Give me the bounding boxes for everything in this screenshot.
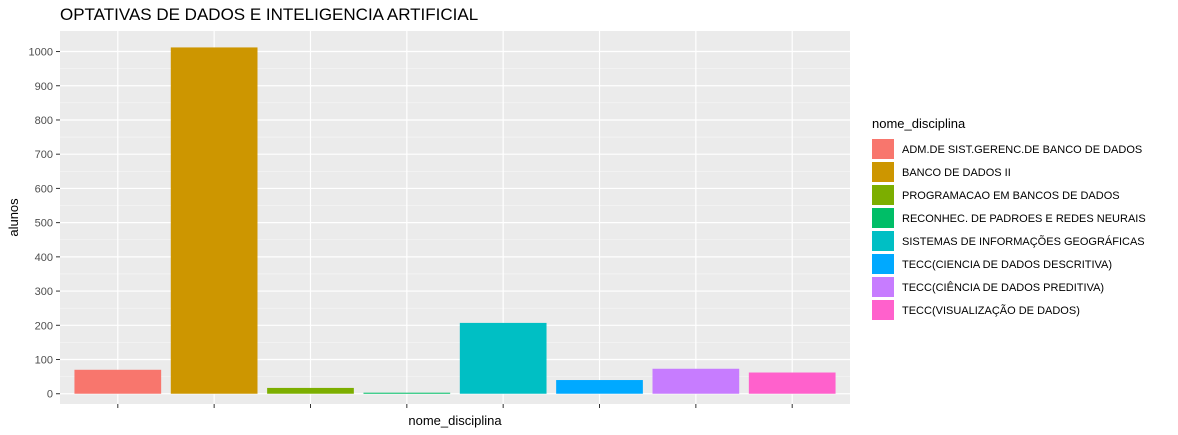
bar: [556, 380, 643, 394]
legend-swatch: [872, 231, 894, 251]
bar: [748, 372, 836, 394]
bar: [267, 387, 354, 394]
legend-swatch: [872, 208, 894, 228]
legend-label: BANCO DE DADOS II: [902, 167, 1011, 179]
bar: [363, 392, 451, 394]
y-tick-label: 500: [35, 218, 53, 230]
legend-swatch: [872, 300, 894, 320]
y-tick-label: 100: [35, 355, 53, 367]
y-tick-label: 700: [35, 149, 53, 161]
y-axis: 0 100 200 300 400 500 600 700 800 900 1000: [29, 47, 60, 401]
chart-title: OPTATIVAS DE DADOS E INTELIGENCIA ARTIFI…: [60, 5, 478, 24]
legend-label: ADM.DE SIST.GERENC.DE BANCO DE DADOS: [902, 144, 1142, 156]
legend-swatch: [872, 162, 894, 182]
bar: [652, 368, 740, 394]
x-axis-title: nome_disciplina: [408, 413, 502, 428]
bar: [459, 322, 547, 394]
y-tick-label: 400: [35, 252, 53, 264]
legend-label: RECONHEC. DE PADROES E REDES NEURAIS: [902, 213, 1146, 225]
y-tick-label: 300: [35, 286, 53, 298]
legend-swatch: [872, 185, 894, 205]
legend-label: SISTEMAS DE INFORMAÇÕES GEOGRÁFICAS: [902, 235, 1145, 248]
legend-swatch: [872, 277, 894, 297]
y-axis-title: alunos: [6, 198, 21, 237]
legend-swatch: [872, 254, 894, 274]
y-tick-label: 200: [35, 320, 53, 332]
x-axis: [117, 404, 793, 408]
bars: [74, 47, 836, 394]
legend-label: TECC(CIÊNCIA DE DADOS PREDITIVA): [902, 281, 1104, 294]
legend-label: TECC(VISUALIZAÇÃO DE DADOS): [902, 304, 1080, 317]
bar: [74, 369, 162, 394]
y-tick-label: 600: [35, 183, 53, 195]
legend-label: PROGRAMACAO EM BANCOS DE DADOS: [902, 190, 1120, 202]
legend-swatch: [872, 139, 894, 159]
y-tick-label: 900: [35, 81, 53, 93]
y-tick-label: 1000: [29, 47, 53, 59]
legend: ADM.DE SIST.GERENC.DE BANCO DE DADOS BANC…: [872, 139, 1146, 320]
legend-label: TECC(CIENCIA DE DADOS DESCRITIVA): [902, 259, 1112, 271]
y-tick-label: 0: [47, 389, 53, 401]
bar: [170, 47, 258, 394]
legend-title: nome_disciplina: [872, 116, 966, 131]
y-tick-label: 800: [35, 115, 53, 127]
